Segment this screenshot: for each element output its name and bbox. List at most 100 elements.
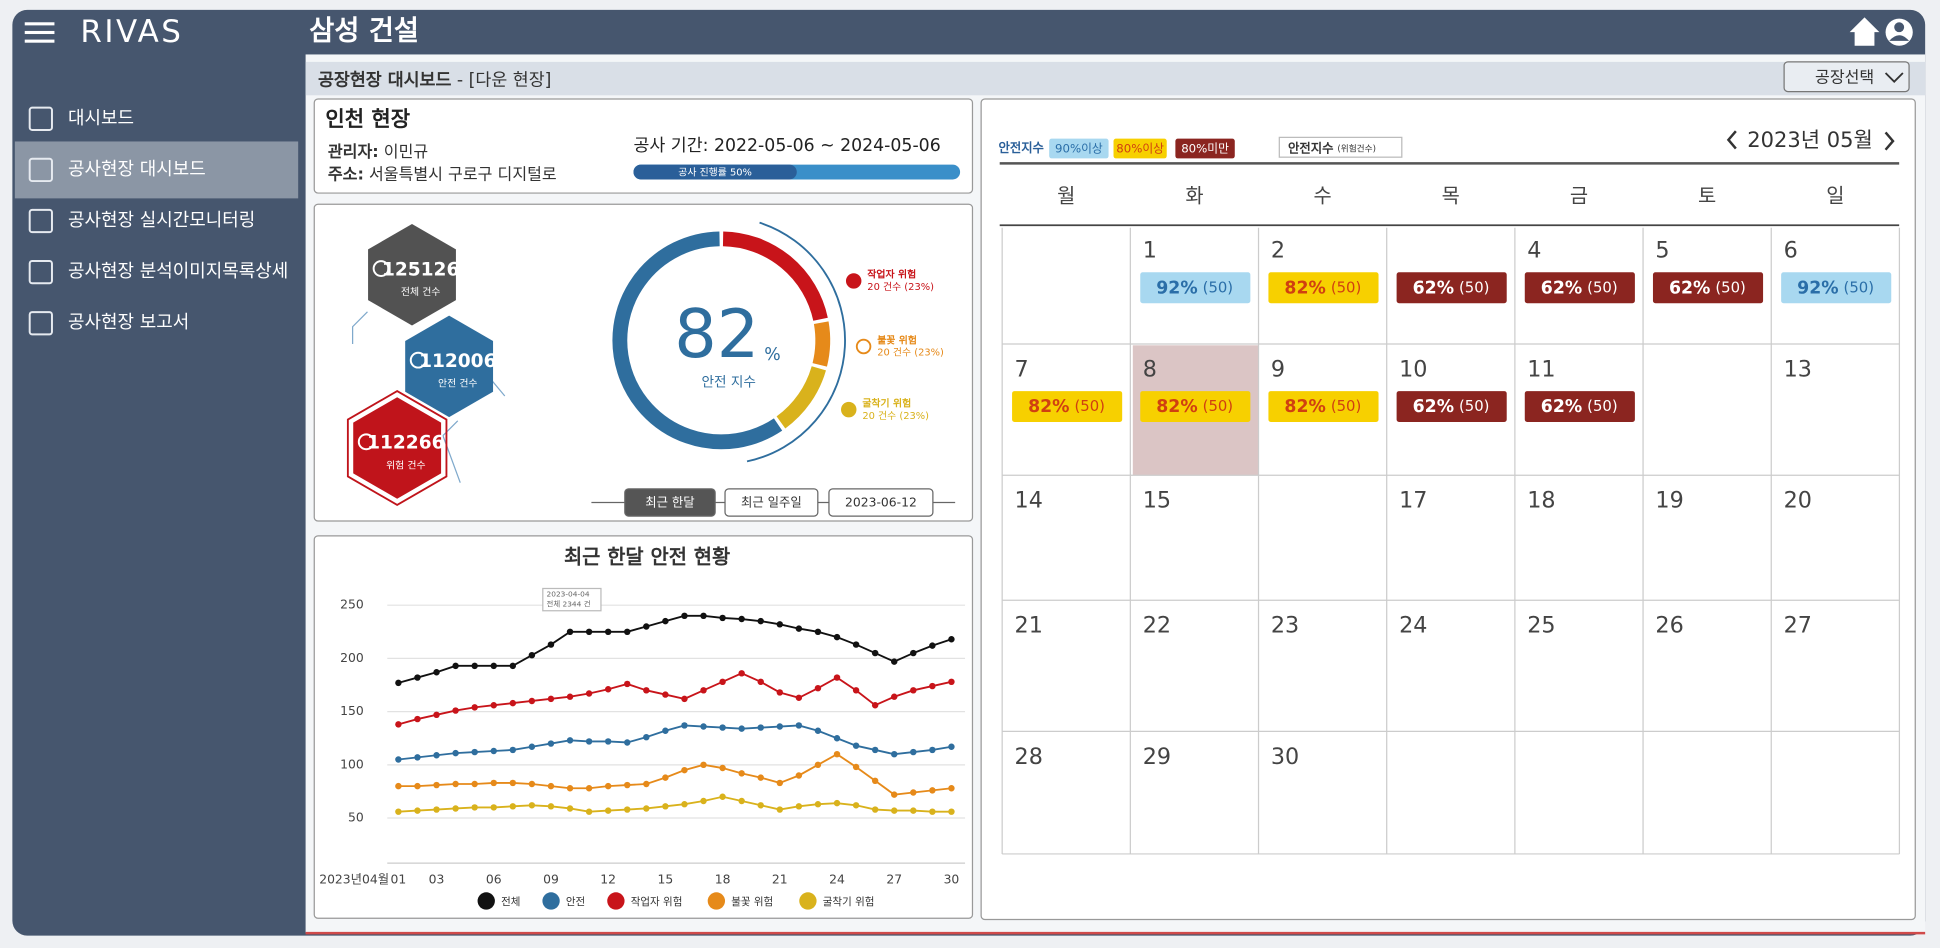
prev-month[interactable] <box>1726 130 1737 150</box>
calendar-day[interactable]: 18 <box>1527 488 1555 514</box>
calendar-note: 안전지수 (위험건수) <box>1288 140 1376 155</box>
rate-value: 62% <box>1541 278 1582 298</box>
day-number: 20 <box>1784 488 1812 514</box>
series-point <box>452 749 459 757</box>
calendar-day[interactable]: 17 <box>1399 488 1427 514</box>
period-tab[interactable]: 최근 일주일 <box>724 488 819 517</box>
calendar-day[interactable]: 462% (50) <box>1524 238 1635 304</box>
series-point <box>719 793 726 800</box>
calendar-day[interactable]: 25 <box>1527 613 1555 639</box>
stat-hexagon <box>368 224 456 326</box>
series-point <box>891 750 898 758</box>
sidebar-label: 공사현장 분석이미지목록상세 <box>68 261 288 282</box>
rate-text: 82% (50) <box>1284 397 1361 417</box>
rate-count: (50) <box>1587 279 1617 296</box>
series-point <box>643 623 650 630</box>
series-point <box>585 808 593 815</box>
factory-select[interactable]: 공장선택 <box>1783 61 1910 93</box>
calendar-day[interactable]: 13 <box>1784 357 1812 383</box>
tooltip-date: 2023-04-04 <box>547 590 590 599</box>
series-point <box>471 662 478 670</box>
series-point <box>509 803 517 810</box>
series-point <box>414 782 421 790</box>
period-tab[interactable]: 2023-06-12 <box>828 488 934 517</box>
sidebar-item[interactable]: 공사현장 분석이미지목록상세 <box>28 260 289 285</box>
calendar-day[interactable]: 562% (50) <box>1652 238 1764 304</box>
level-chip <box>1049 138 1109 159</box>
calendar-day[interactable]: 30 <box>1271 744 1299 770</box>
rate-value: 82% <box>1028 397 1069 417</box>
series-point <box>490 747 497 755</box>
period-tab[interactable]: 최근 한달 <box>624 488 716 517</box>
stat-value: 112006 <box>419 351 496 372</box>
series-point <box>471 704 478 711</box>
rate-count: (50) <box>1331 398 1361 415</box>
series-point <box>776 621 784 628</box>
rate-value: 92% <box>1156 278 1197 298</box>
calendar-day[interactable]: 2 82% (50) <box>1268 238 1379 304</box>
day-number: 25 <box>1527 613 1555 639</box>
sidebar-item[interactable]: 공사현장 대시보드 <box>28 157 206 183</box>
x-prefix: 2023년04월 <box>319 872 389 886</box>
calendar-day[interactable]: 26 <box>1655 613 1683 639</box>
rate-value: 62% <box>1413 397 1454 417</box>
sidebar-item[interactable]: 대시보드 <box>28 106 134 131</box>
calendar-day[interactable]: 10 62% (50) <box>1396 357 1507 423</box>
series-point <box>833 750 841 758</box>
x-tick-label: 30 <box>944 872 960 886</box>
calendar-day[interactable]: 21 <box>1015 613 1043 639</box>
calendar-day[interactable]: 20 <box>1784 488 1812 514</box>
calendar-day[interactable]: 29 <box>1143 744 1171 770</box>
menu-button[interactable] <box>24 22 55 43</box>
weekday: 화 <box>1185 184 1203 207</box>
calendar-day[interactable]: 9 82% (50) <box>1268 357 1379 423</box>
stat-icon <box>409 351 427 369</box>
calendar-day[interactable]: 23 <box>1271 613 1299 639</box>
home-icon[interactable] <box>1849 17 1880 46</box>
series-point <box>891 693 898 700</box>
calendar-day[interactable]: 11 62% (50) <box>1524 357 1635 423</box>
calendar-day[interactable]: 27 <box>1784 613 1812 639</box>
series-point <box>948 743 955 750</box>
next-month[interactable] <box>1884 131 1895 151</box>
x-tick-label: 09 <box>543 872 559 886</box>
rate-text: 62% (50) <box>1413 397 1490 417</box>
calendar-day[interactable]: 15 <box>1143 488 1171 514</box>
breadcrumb-page: 공장현장 대시보드 <box>318 70 452 90</box>
calendar-day[interactable]: 62% (50) <box>1396 272 1507 304</box>
calendar-day[interactable]: 19 <box>1655 488 1683 514</box>
series-point <box>871 806 879 813</box>
calendar-day[interactable]: 24 <box>1399 613 1427 639</box>
note-label: 안전지수 <box>1288 140 1333 155</box>
calendar-day[interactable]: 8 82% (50) <box>1140 357 1251 423</box>
calendar-day[interactable]: 6 92% (50) <box>1781 238 1892 304</box>
rate-text: 92% (50) <box>1797 278 1874 298</box>
calendar-day[interactable]: 1 92% (50) <box>1140 238 1251 304</box>
sidebar-label: 공사현장 대시보드 <box>68 159 206 180</box>
sidebar-item[interactable]: 공사현장 보고서 <box>28 311 190 336</box>
series-point <box>795 803 803 810</box>
user-icon[interactable] <box>1885 18 1913 46</box>
series-point <box>662 691 669 698</box>
series-point <box>814 684 822 692</box>
calendar-day[interactable]: 7 82% (50) <box>1012 357 1123 423</box>
calendar-day[interactable]: 22 <box>1143 613 1171 639</box>
weekday: 목 <box>1442 184 1460 207</box>
stat-label: 안전 건수 <box>438 378 477 390</box>
calendar-legend-label: 안전지수 <box>998 140 1043 155</box>
series-point <box>833 674 841 681</box>
weekday: 일 <box>1826 184 1844 207</box>
legend-label: 굴착기 위험 <box>823 895 875 908</box>
series-point <box>891 807 898 814</box>
series-point <box>395 756 402 763</box>
day-number: 21 <box>1015 613 1043 639</box>
calendar-day[interactable]: 28 <box>1015 744 1043 770</box>
day-number: 8 <box>1143 357 1157 383</box>
series-point <box>509 699 517 707</box>
rate-value: 82% <box>1156 397 1197 417</box>
rate-badge <box>1396 391 1507 423</box>
stat-icon <box>372 260 390 277</box>
series-point <box>700 612 707 620</box>
sidebar-item[interactable]: 공사현장 실시간모니터링 <box>28 208 256 234</box>
calendar-day[interactable]: 14 <box>1015 488 1043 514</box>
